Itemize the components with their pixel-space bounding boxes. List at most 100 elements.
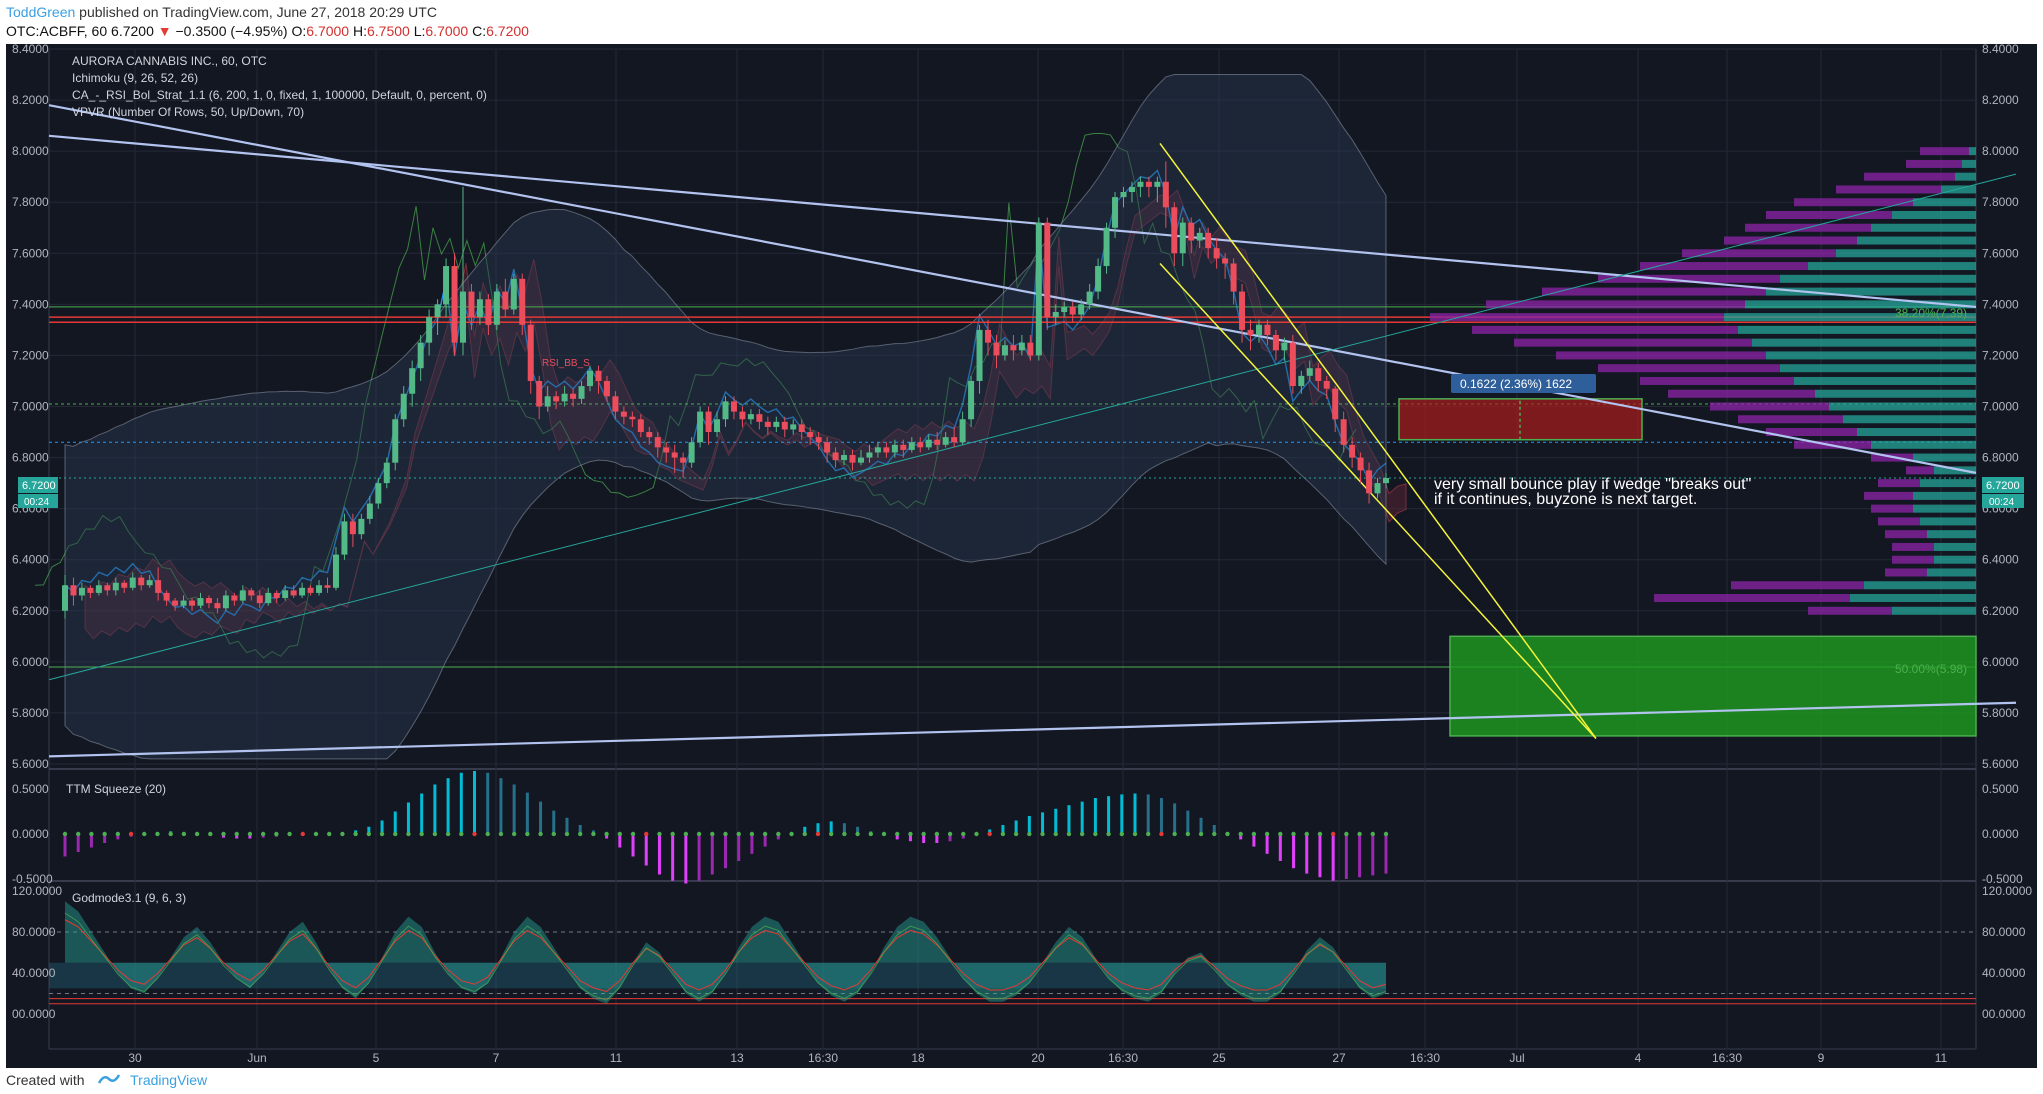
ttm-squeeze-dot [472, 831, 477, 837]
candle-body [409, 368, 416, 394]
candle-body [502, 291, 509, 310]
candle-body [629, 416, 636, 420]
time-tick-label: 11 [610, 1051, 623, 1065]
ttm-tick-left: 0.5000 [12, 782, 49, 796]
vpvr-down-bar [1724, 236, 1857, 245]
vpvr-down-bar [1472, 325, 1738, 334]
ttm-squeeze-dot [247, 831, 253, 837]
legend-vpvr[interactable]: VPVR (Number Of Rows, 50, Up/Down, 70) [72, 105, 304, 119]
legend-ichimoku[interactable]: Ichimoku (9, 26, 52, 26) [72, 71, 198, 85]
ttm-squeeze-dot [459, 831, 464, 837]
trend-line [48, 134, 1977, 309]
vpvr-up-bar [1962, 159, 1976, 168]
ttm-squeeze-dot [62, 831, 68, 837]
candle-body [1289, 342, 1296, 387]
legend: AURORA CANNABIS INC., 60, OTC Ichimoku (… [72, 54, 487, 119]
time-tick-label: 18 [911, 1051, 925, 1065]
ttm-squeeze-dot [1185, 831, 1191, 837]
tradingview-link[interactable]: TradingView [130, 1072, 208, 1088]
ttm-squeeze-dot [498, 831, 504, 837]
ttm-squeeze-dot [934, 831, 940, 837]
ttm-squeeze-dot [142, 831, 147, 837]
ttm-squeeze-dot [604, 831, 609, 837]
candle-body [891, 444, 898, 453]
fib-50-label: 50.00%(5.98) [1895, 662, 1967, 676]
ttm-squeeze-dot [128, 831, 134, 837]
vpvr-up-bar [1927, 568, 1976, 577]
vpvr-up-bar [1745, 300, 1976, 309]
ttm-squeeze-dot [815, 831, 821, 837]
candle-body [968, 380, 975, 420]
ttm-squeeze-dot [802, 831, 807, 837]
vpvr-down-bar [1885, 530, 1927, 539]
candle-body [349, 521, 356, 535]
time-tick-label: 16:30 [808, 1051, 838, 1065]
price-tick-left: 7.6000 [12, 246, 49, 260]
chart-canvas[interactable]: 8.4000 8.4000 8.2000 8.2000 8.0000 8.0000 7.80… [6, 42, 2037, 1068]
close-value: 6.7200 [486, 23, 529, 39]
legend-strategy[interactable]: CA_-_RSI_Bol_Strat_1.1 (6, 200, 1, 0, fi… [72, 88, 487, 102]
time-tick-label: 25 [1212, 1051, 1226, 1065]
tradingview-logo-icon[interactable] [98, 1069, 121, 1094]
vpvr-up-bar [1815, 389, 1976, 398]
price-tick-right: 6.2000 [1982, 604, 2019, 618]
ttm-squeeze-dot [974, 831, 979, 837]
ttm-squeeze-dot [327, 831, 332, 837]
candle-body [189, 600, 196, 606]
author-link[interactable]: ToddGreen [6, 4, 76, 20]
candle-body [87, 587, 94, 593]
ttm-squeeze-dot [379, 831, 385, 837]
measure-text: 0.1622 (2.36%) 1622 [1460, 377, 1572, 391]
ttm-squeeze-dot [1383, 831, 1389, 837]
candle-body [70, 585, 77, 596]
horizontal-levels [49, 306, 1976, 668]
candle-body [587, 370, 594, 387]
vpvr-up-bar [1871, 223, 1976, 232]
trend-line [48, 173, 2017, 681]
high-label: H: [352, 23, 367, 39]
ttm-squeeze-dot [181, 831, 187, 837]
candle-body [680, 457, 687, 463]
ttm-squeeze-dot [961, 831, 966, 837]
price-tick-right: 8.4000 [1982, 44, 2019, 56]
candle-body [383, 462, 390, 484]
candle-body [426, 317, 433, 343]
candle-body [1001, 345, 1008, 356]
ttm-squeeze-dot [89, 831, 94, 837]
countdown-left: 00:24 [24, 497, 49, 508]
candle-body [324, 585, 331, 588]
candle-body [231, 595, 238, 601]
ttm-squeeze-dot [1093, 831, 1098, 837]
vpvr-up-bar [1738, 325, 1976, 334]
candle-body [951, 437, 958, 443]
ttm-squeeze-dot [723, 831, 728, 837]
ttm-squeeze-dot [1066, 831, 1072, 837]
ttm-tick-right: -0.5000 [1982, 872, 2023, 886]
ttm-squeeze-dot [155, 831, 160, 837]
trend-lines[interactable] [48, 104, 2017, 758]
chart-container[interactable]: 8.4000 8.4000 8.2000 8.2000 8.0000 8.0000 7.80… [6, 42, 2037, 1068]
trend-line [48, 701, 2017, 758]
candle-body [1061, 306, 1068, 313]
price-tick-left: 5.8000 [12, 706, 49, 720]
vpvr-down-bar [1871, 504, 1913, 513]
vpvr-up-bar [1969, 147, 1976, 156]
candle-body [104, 585, 111, 591]
ttm-tick-left: -0.5000 [12, 872, 53, 886]
candle-body [256, 595, 263, 604]
vpvr-up-bar [1780, 364, 1976, 373]
vpvr-down-bar [1864, 172, 1955, 181]
created-with: Created with [6, 1072, 85, 1088]
ttm-squeeze-dot [511, 831, 517, 837]
ttm-squeeze-dot [313, 831, 319, 837]
price-tick-left: 8.0000 [12, 144, 49, 158]
godmode-tick-right: 80.0000 [1982, 925, 2026, 939]
candle-body [603, 380, 610, 397]
down-arrow-icon: ▼ [157, 23, 172, 39]
ttm-squeeze-dot [1106, 831, 1111, 837]
candle-body [307, 587, 314, 593]
buyzone-rect [1449, 635, 1977, 737]
candle-body [155, 580, 162, 593]
candle-body [1052, 312, 1059, 318]
candle-body [299, 587, 306, 596]
